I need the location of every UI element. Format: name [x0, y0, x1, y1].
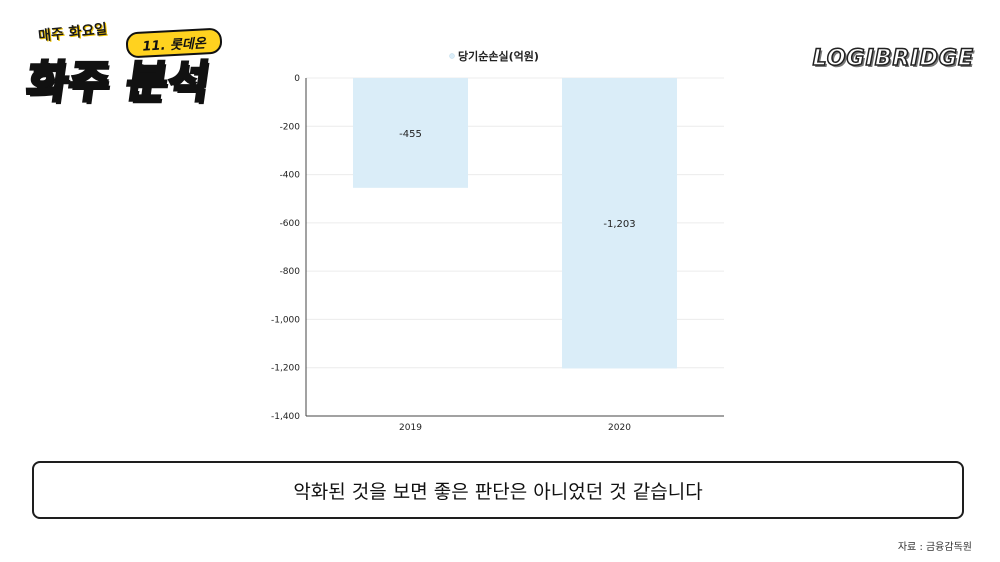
- x-tick-label: 2020: [608, 423, 631, 433]
- y-tick-label: -1,200: [271, 364, 300, 374]
- y-tick-label: -600: [280, 219, 301, 229]
- y-tick-label: -400: [280, 171, 301, 181]
- bars: [353, 78, 677, 369]
- bar: [562, 78, 677, 369]
- legend: 당기순손실(억원): [449, 49, 539, 63]
- y-tick-label: -800: [280, 267, 301, 277]
- source-note: 자료 : 금융감독원: [897, 542, 972, 553]
- data-label: -1,203: [603, 219, 635, 230]
- y-tick-label: -1,000: [271, 315, 300, 325]
- axes: [305, 78, 724, 417]
- caption-box: 악화된 것을 보면 좋은 판단은 아니었던 것 같습니다: [32, 461, 964, 519]
- bar: [353, 78, 468, 188]
- caption-text: 악화된 것을 보면 좋은 판단은 아니었던 것 같습니다: [293, 480, 703, 503]
- legend-marker: [449, 53, 455, 59]
- brand-logo: LOGIBRIDGE: [812, 45, 974, 72]
- legend-label: 당기순손실(억원): [458, 49, 539, 63]
- y-tick-label: -200: [280, 122, 301, 132]
- y-tick-label: 0: [294, 74, 300, 84]
- y-tick-label: -1,400: [271, 412, 300, 422]
- data-label: -455: [399, 129, 422, 140]
- x-tick-label: 2019: [399, 423, 422, 433]
- labels: 0 -200 -400 -600 -800 -1,000 -1,200 -1,400 -455 2…: [271, 74, 636, 433]
